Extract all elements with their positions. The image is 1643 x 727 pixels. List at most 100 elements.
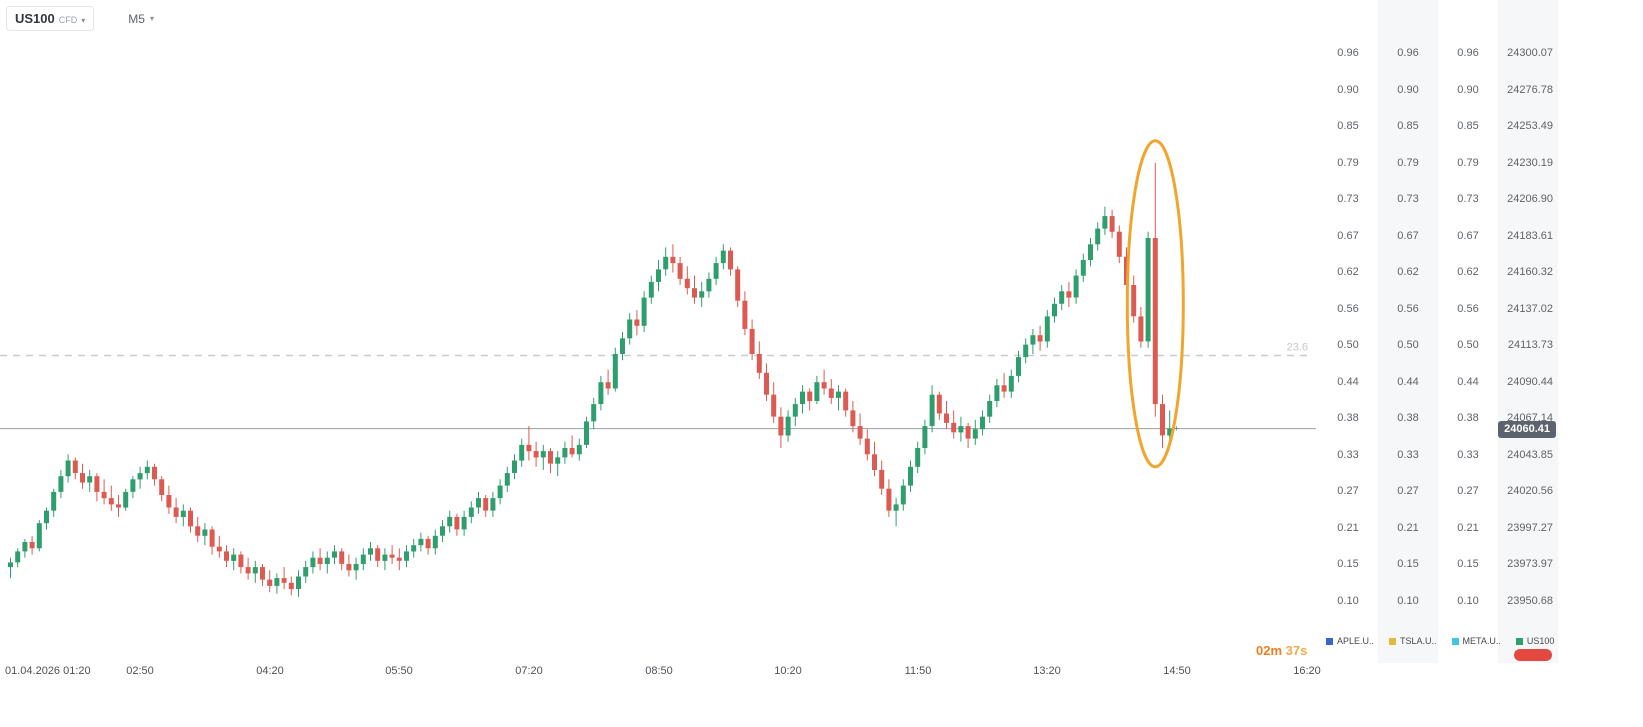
time-axis-label: 08:50 <box>645 665 673 677</box>
percent-axis-value: 0.38 <box>1337 412 1359 424</box>
percent-axis-value: 0.85 <box>1457 120 1479 132</box>
candle-countdown: 02m 37s <box>1256 643 1307 658</box>
percent-axis-value: 0.15 <box>1457 558 1479 570</box>
legend-item-us100[interactable]: US100 <box>1515 636 1555 646</box>
legend-item-aple-u[interactable]: APLE.U.. <box>1326 636 1374 646</box>
percent-axis-value: 0.38 <box>1457 412 1479 424</box>
percent-axis-value: 0.33 <box>1337 448 1359 461</box>
percent-axis-value: 0.27 <box>1457 485 1479 497</box>
percent-axis-value: 0.85 <box>1397 120 1419 132</box>
time-axis-label: 05:50 <box>385 665 413 677</box>
legend-color-swatch <box>1515 637 1523 645</box>
percent-axis-value: 0.50 <box>1337 339 1359 351</box>
percent-axis-value: 0.27 <box>1397 485 1419 497</box>
percent-axis-value: 0.62 <box>1457 266 1479 278</box>
percent-axis-value: 0.50 <box>1457 339 1479 351</box>
percent-axis-value: 0.90 <box>1337 83 1359 96</box>
annotation-ellipse[interactable] <box>1125 139 1185 469</box>
percent-axis-value: 0.73 <box>1397 193 1419 205</box>
percent-axis-column[interactable]: 0.96 0.90 0.85 0.79 0.73 0.67 0.62 0.56 0.50 0.44… <box>1378 0 1438 663</box>
price-axis-value: 24043.85 <box>1507 448 1553 461</box>
price-axis-value: 24113.73 <box>1507 339 1553 351</box>
time-axis-label: 10:20 <box>774 665 802 677</box>
percent-axis-value: 0.50 <box>1397 339 1419 351</box>
legend-item-meta-u[interactable]: META.U.. <box>1451 636 1501 646</box>
percent-axis-value: 0.27 <box>1337 485 1359 497</box>
percent-axis-column[interactable]: 0.96 0.90 0.85 0.79 0.73 0.67 0.62 0.56 0.50 0.44… <box>1438 0 1498 663</box>
price-axis-column[interactable]: 24300.07 24276.78 24253.49 24230.19 24206.90… <box>1490 0 1553 663</box>
legend-label: APLE.U.. <box>1337 636 1375 646</box>
legend-label: TSLA.U.. <box>1400 636 1437 646</box>
symbol-name: US100 <box>15 11 55 26</box>
time-axis-label: 02:50 <box>126 665 154 677</box>
timeframe-label: M5 <box>128 11 145 26</box>
percent-axis-value: 0.44 <box>1337 375 1359 388</box>
percent-axis-value: 0.67 <box>1337 229 1359 242</box>
percent-axis-value: 0.85 <box>1337 120 1359 132</box>
instrument-type-label: CFD <box>58 15 78 25</box>
percent-axis-value: 0.90 <box>1457 83 1479 96</box>
countdown-minutes: 02m <box>1256 643 1283 658</box>
percent-axis-value: 0.56 <box>1397 302 1419 315</box>
fibonacci-level-label: 23.6 <box>1287 342 1308 354</box>
chevron-down-icon: ▾ <box>149 14 154 23</box>
percent-axis-value: 0.96 <box>1397 47 1419 59</box>
price-axis-value: 24090.44 <box>1507 375 1553 388</box>
percent-axis-value: 0.44 <box>1457 375 1479 388</box>
legend-label: US100 <box>1526 636 1555 646</box>
time-axis-label: 04:20 <box>256 665 284 677</box>
legend-item-tsla-u[interactable]: TSLA.U.. <box>1389 636 1437 646</box>
legend-label: META.U.. <box>1462 636 1501 646</box>
percent-axis-value: 0.56 <box>1337 302 1359 315</box>
time-axis-label: 14:50 <box>1163 665 1191 677</box>
candles <box>8 162 1173 597</box>
percent-axis-value: 0.62 <box>1337 266 1359 278</box>
axis-column-stripe <box>1498 0 1558 663</box>
axis-column-stripe <box>1378 0 1438 663</box>
time-axis-label: 11:50 <box>904 665 932 677</box>
price-axis-value: 24300.07 <box>1507 47 1553 59</box>
percent-axis-value: 0.96 <box>1337 47 1359 59</box>
price-axis-value: 24206.90 <box>1507 193 1553 205</box>
price-axis-value: 23973.97 <box>1507 558 1553 570</box>
percent-axis-value: 0.10 <box>1337 594 1359 607</box>
percent-axis-value: 0.21 <box>1337 521 1359 534</box>
timeframe-selector[interactable]: M5 ▾ <box>122 8 160 30</box>
legend-color-swatch <box>1389 637 1397 645</box>
current-candle-marker: + <box>1174 424 1179 434</box>
price-axis-value: 24253.49 <box>1507 120 1553 132</box>
time-axis-label: 01.04.2026 01:20 <box>5 665 91 677</box>
percent-axis-value: 0.73 <box>1457 193 1479 205</box>
time-axis-label: 13:20 <box>1033 665 1061 677</box>
price-axis-value: 24160.32 <box>1507 266 1553 278</box>
symbol-selector[interactable]: US100 CFD ▾ <box>6 6 95 31</box>
percent-axis-value: 0.73 <box>1337 193 1359 205</box>
percent-axis-value: 0.90 <box>1397 83 1419 96</box>
chevron-down-icon: ▾ <box>81 16 86 25</box>
chart-toolbar: US100 CFD ▾ M5 ▾ <box>6 6 160 31</box>
percent-axis-value: 0.33 <box>1457 448 1479 461</box>
price-axis-value: 24137.02 <box>1507 302 1553 315</box>
current-price-badge: 24060.41 <box>1498 421 1556 438</box>
price-axis-value: 24230.19 <box>1507 156 1553 169</box>
time-axis-label: 07:20 <box>515 665 543 677</box>
percent-axis-value: 0.79 <box>1457 156 1479 169</box>
percent-axis-value: 0.21 <box>1457 521 1479 534</box>
percent-axis-value: 0.56 <box>1457 302 1479 315</box>
red-action-button[interactable] <box>1514 649 1552 661</box>
candlestick-chart[interactable]: 23.6 + <box>0 0 1332 663</box>
percent-axis-column[interactable]: 0.96 0.90 0.85 0.79 0.73 0.67 0.62 0.56 0.50 0.44… <box>1318 0 1378 663</box>
percent-axis-value: 0.79 <box>1397 156 1419 169</box>
percent-axis-value: 0.33 <box>1397 448 1419 461</box>
instrument-legend: APLE.U.. TSLA.U.. META.U.. US100 <box>1326 636 1554 646</box>
price-axis-value: 23950.68 <box>1507 594 1553 607</box>
percent-axis-value: 0.15 <box>1337 558 1359 570</box>
percent-axis-value: 0.96 <box>1457 47 1479 59</box>
time-axis-label: 16:20 <box>1293 665 1321 677</box>
price-axis-value: 23997.27 <box>1507 521 1553 534</box>
percent-axis-value: 0.62 <box>1397 266 1419 278</box>
time-axis[interactable]: 01.04.2026 01:20 02:50 04:20 05:50 07:20 08:5… <box>0 665 1340 685</box>
percent-axis-value: 0.10 <box>1397 594 1419 607</box>
legend-color-swatch <box>1326 637 1333 645</box>
